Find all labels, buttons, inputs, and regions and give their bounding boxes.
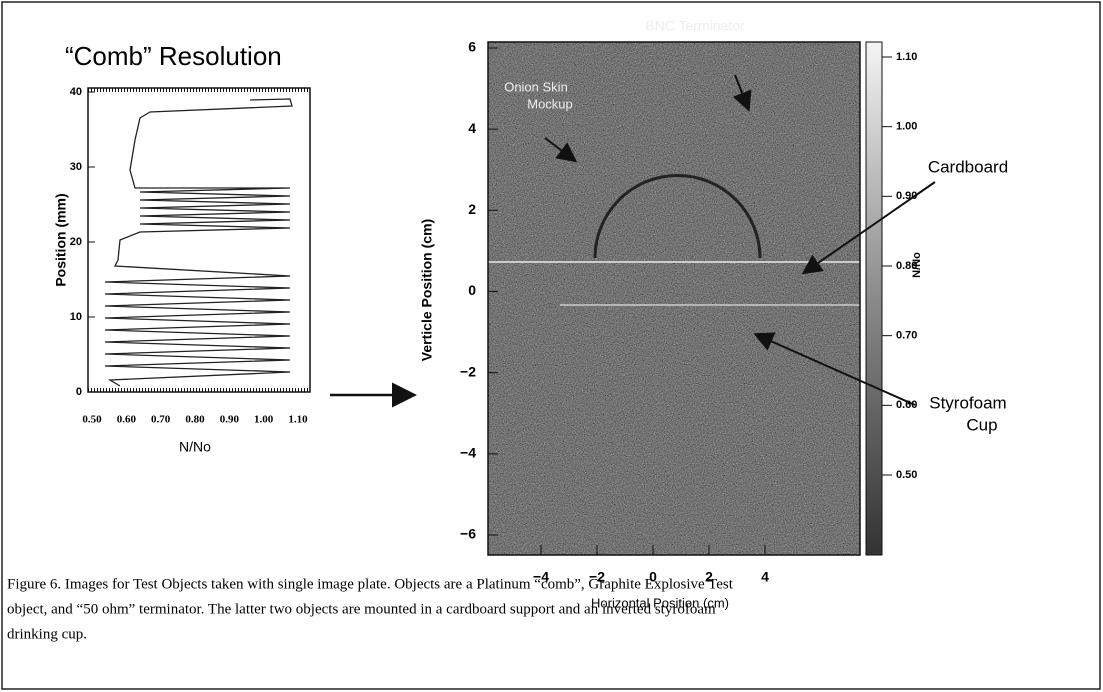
x-tick-label: 0.80 xyxy=(185,414,205,426)
y-tick-label: 10 xyxy=(70,311,82,323)
y-axis-label: Verticle Position (cm) xyxy=(419,219,435,361)
profile-curve xyxy=(104,98,293,387)
y-axis-label: Position (mm) xyxy=(53,193,69,286)
colorbar-tick-label: 1.10 xyxy=(896,51,917,63)
y-tick-label: −2 xyxy=(460,363,476,379)
colorbar-tick-label: 1.00 xyxy=(896,121,917,133)
y-tick-label: 4 xyxy=(468,120,476,136)
radiograph-image xyxy=(488,42,860,555)
y-tick-label: 40 xyxy=(70,86,82,98)
annotation: Mockup xyxy=(527,96,573,111)
y-tick-label: 6 xyxy=(468,39,476,55)
annotation: Cup xyxy=(966,415,997,434)
colorbar-tick-label: 0.90 xyxy=(896,190,917,202)
x-axis-label: Horizontal Position (cm) xyxy=(591,595,729,610)
caption-line: drinking cup. xyxy=(7,626,87,642)
colorbar-tick-label: 0.50 xyxy=(896,469,917,481)
x-tick-label: 4 xyxy=(761,569,769,585)
y-tick-label: 2 xyxy=(468,201,476,217)
y-tick-label: 0 xyxy=(468,282,476,298)
arrow xyxy=(753,332,916,406)
caption-line: object, and “50 ohm” terminator. The lat… xyxy=(7,601,716,617)
colorbar xyxy=(865,41,883,556)
caption-line: Figure 6. Images for Test Objects taken … xyxy=(7,576,734,592)
annotation: Styrofoam xyxy=(929,393,1006,412)
annotation: Onion Skin xyxy=(504,79,568,94)
arrow xyxy=(544,137,578,163)
image-frame xyxy=(487,41,861,556)
colorbar-tick-label: 0.60 xyxy=(896,399,917,411)
y-tick-label: −4 xyxy=(460,445,476,461)
x-tick-label: 0.90 xyxy=(220,414,240,426)
x-tick-label: 0.60 xyxy=(117,414,137,426)
object-outline xyxy=(593,174,762,259)
x-axis-label: N/No xyxy=(179,439,211,455)
y-tick-label: 0 xyxy=(76,386,82,398)
annotation: Cardboard xyxy=(928,157,1008,176)
x-tick-label: −2 xyxy=(589,569,605,585)
x-tick-label: 0.50 xyxy=(82,414,102,426)
y-tick-label: 30 xyxy=(70,161,82,173)
y-tick-label: −6 xyxy=(460,526,476,542)
colorbar-label: N/No xyxy=(911,252,923,278)
minor-ticks xyxy=(88,88,310,392)
x-tick-label: −4 xyxy=(533,569,549,585)
arrow xyxy=(801,181,936,275)
colorbar-tick-label: 0.70 xyxy=(896,330,917,342)
arrow xyxy=(732,74,752,112)
panel-title: “Comb” Resolution xyxy=(65,41,282,71)
x-tick-label: 1.10 xyxy=(288,414,308,426)
y-tick-label: 20 xyxy=(70,236,82,248)
x-tick-label: 0 xyxy=(649,569,657,585)
x-tick-label: 0.70 xyxy=(151,414,171,426)
colorbar-tick-label: 0.80 xyxy=(896,260,917,272)
x-tick-label: 2 xyxy=(705,569,713,585)
annotation: BNC Terminator xyxy=(645,18,745,34)
x-tick-label: 1.00 xyxy=(254,414,274,426)
